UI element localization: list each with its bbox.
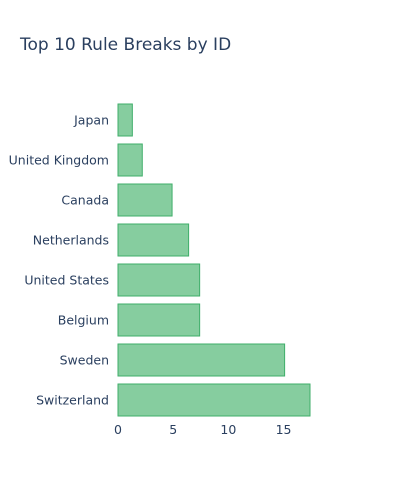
bar bbox=[117, 103, 133, 137]
bars-group bbox=[117, 103, 311, 417]
x-axis-ticks: 0 5 10 15 bbox=[114, 422, 291, 437]
category-label: Sweden bbox=[60, 353, 109, 368]
bar bbox=[117, 383, 311, 417]
chart-title: Top 10 Rule Breaks by ID bbox=[19, 35, 231, 55]
x-tick-label: 5 bbox=[169, 422, 177, 437]
bar bbox=[117, 263, 201, 297]
bar bbox=[117, 183, 173, 217]
category-label: Netherlands bbox=[33, 233, 109, 248]
category-label: Canada bbox=[61, 193, 109, 208]
bar bbox=[117, 143, 143, 177]
x-tick-label: 0 bbox=[114, 422, 122, 437]
category-labels: Japan United Kingdom Canada Netherlands Unit… bbox=[9, 113, 109, 408]
category-label: Switzerland bbox=[36, 393, 109, 408]
category-label: United States bbox=[24, 273, 109, 288]
bar bbox=[117, 303, 201, 337]
bar bbox=[117, 343, 286, 377]
category-label: Belgium bbox=[58, 313, 109, 328]
x-tick-label: 15 bbox=[276, 422, 292, 437]
category-label: Japan bbox=[73, 113, 109, 128]
bar bbox=[117, 223, 190, 257]
category-label: United Kingdom bbox=[9, 153, 109, 168]
x-tick-label: 10 bbox=[220, 422, 236, 437]
